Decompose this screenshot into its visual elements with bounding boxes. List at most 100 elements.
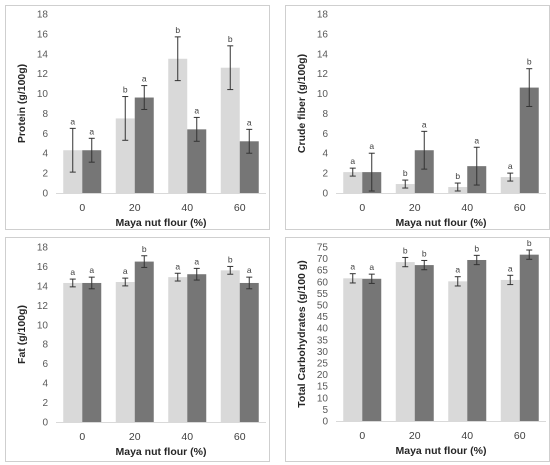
x-tick-label: 0 bbox=[79, 202, 85, 214]
y-tick-label: 2 bbox=[42, 169, 48, 180]
y-tick-label: 10 bbox=[37, 320, 49, 331]
x-tick-label: 60 bbox=[514, 430, 526, 442]
x-tick-label: 40 bbox=[461, 430, 473, 442]
y-tick-label: 55 bbox=[317, 289, 329, 300]
bar-series-1 bbox=[519, 87, 539, 193]
x-axis-title: Maya nut flour (%) bbox=[116, 446, 207, 458]
y-tick-label: 0 bbox=[42, 189, 48, 200]
y-tick-label: 12 bbox=[317, 69, 329, 80]
significance-letter: a bbox=[508, 161, 513, 171]
significance-letter: a bbox=[89, 126, 94, 136]
significance-letter: a bbox=[247, 117, 252, 127]
bar-series-1 bbox=[239, 141, 259, 193]
y-tick-label: 10 bbox=[317, 89, 329, 100]
x-tick-label: 40 bbox=[181, 431, 193, 443]
y-tick-label: 40 bbox=[317, 324, 329, 335]
x-tick-label: 60 bbox=[234, 202, 246, 214]
y-axis-title: Fat (g/100g) bbox=[16, 305, 28, 364]
significance-letter: b bbox=[228, 34, 233, 44]
x-tick-label: 20 bbox=[409, 202, 421, 214]
y-tick-label: 6 bbox=[322, 129, 328, 140]
significance-letter: a bbox=[123, 266, 128, 276]
significance-letter: b bbox=[422, 248, 427, 258]
bar-series-0 bbox=[63, 282, 83, 422]
significance-letter: a bbox=[194, 105, 199, 115]
x-tick-label: 0 bbox=[359, 202, 365, 214]
y-axis-title: Total Carbohydrates (g/100 g) bbox=[296, 260, 308, 407]
y-tick-label: 10 bbox=[37, 89, 49, 100]
x-axis-title: Maya nut flour (%) bbox=[116, 217, 207, 229]
bar-series-1 bbox=[239, 282, 259, 422]
y-tick-label: 5 bbox=[322, 405, 328, 416]
y-tick-label: 6 bbox=[42, 359, 48, 370]
y-tick-label: 35 bbox=[317, 335, 329, 346]
y-tick-label: 12 bbox=[37, 69, 49, 80]
bar-series-1 bbox=[467, 259, 487, 421]
bar-series-0 bbox=[220, 270, 240, 422]
y-tick-label: 2 bbox=[42, 398, 48, 409]
y-axis-title: Protein (g/100g) bbox=[16, 64, 28, 143]
bar-series-1 bbox=[187, 129, 207, 193]
bar-series-1 bbox=[519, 254, 539, 421]
significance-letter: b bbox=[142, 244, 147, 254]
y-tick-label: 4 bbox=[42, 379, 48, 390]
bar-series-0 bbox=[343, 278, 363, 421]
y-tick-label: 75 bbox=[317, 243, 329, 254]
y-tick-label: 16 bbox=[317, 29, 329, 40]
y-tick-label: 20 bbox=[317, 370, 329, 381]
significance-letter: a bbox=[70, 267, 75, 277]
bar-series-1 bbox=[362, 278, 382, 421]
y-tick-label: 0 bbox=[322, 417, 328, 428]
y-axis-title: Crude fiber (g/100g) bbox=[296, 54, 308, 153]
bar-series-0 bbox=[448, 281, 468, 421]
y-tick-label: 25 bbox=[317, 359, 329, 370]
y-tick-label: 60 bbox=[317, 277, 329, 288]
x-tick-label: 20 bbox=[409, 430, 421, 442]
bar-series-0 bbox=[168, 58, 188, 193]
significance-letter: a bbox=[422, 119, 427, 129]
y-tick-label: 50 bbox=[317, 301, 329, 312]
x-tick-label: 0 bbox=[359, 430, 365, 442]
y-tick-label: 65 bbox=[317, 266, 329, 277]
bar-series-1 bbox=[414, 150, 434, 193]
y-tick-label: 8 bbox=[42, 109, 48, 120]
y-tick-label: 8 bbox=[42, 340, 48, 351]
y-tick-label: 16 bbox=[37, 262, 49, 273]
y-tick-label: 10 bbox=[317, 393, 329, 404]
significance-letter: b bbox=[403, 168, 408, 178]
x-tick-label: 60 bbox=[234, 431, 246, 443]
significance-letter: b bbox=[175, 25, 180, 35]
bar-series-0 bbox=[168, 277, 188, 422]
y-tick-label: 45 bbox=[317, 312, 329, 323]
bar-series-0 bbox=[343, 172, 363, 193]
y-tick-label: 18 bbox=[37, 10, 49, 21]
significance-letter: b bbox=[474, 243, 479, 253]
x-tick-label: 40 bbox=[461, 202, 473, 214]
y-tick-label: 14 bbox=[37, 281, 49, 292]
significance-letter: a bbox=[142, 74, 147, 84]
significance-letter: a bbox=[89, 265, 94, 275]
y-tick-label: 6 bbox=[42, 129, 48, 140]
significance-letter: b bbox=[527, 238, 532, 248]
significance-letter: a bbox=[350, 262, 355, 272]
significance-letter: a bbox=[369, 262, 374, 272]
significance-letter: b bbox=[228, 254, 233, 264]
y-tick-label: 70 bbox=[317, 254, 329, 265]
x-tick-label: 40 bbox=[181, 202, 193, 214]
x-tick-label: 60 bbox=[514, 202, 526, 214]
y-tick-label: 2 bbox=[322, 169, 328, 180]
y-tick-label: 8 bbox=[322, 109, 328, 120]
significance-letter: b bbox=[403, 245, 408, 255]
y-tick-label: 12 bbox=[37, 301, 49, 312]
y-tick-label: 4 bbox=[42, 149, 48, 160]
x-axis-title: Maya nut flour (%) bbox=[396, 445, 487, 457]
y-tick-label: 4 bbox=[322, 149, 328, 160]
significance-letter: a bbox=[247, 265, 252, 275]
bar-series-0 bbox=[115, 282, 135, 422]
y-tick-label: 14 bbox=[317, 49, 329, 60]
x-tick-label: 20 bbox=[129, 202, 141, 214]
significance-letter: a bbox=[455, 265, 460, 275]
bar-series-0 bbox=[220, 67, 240, 193]
